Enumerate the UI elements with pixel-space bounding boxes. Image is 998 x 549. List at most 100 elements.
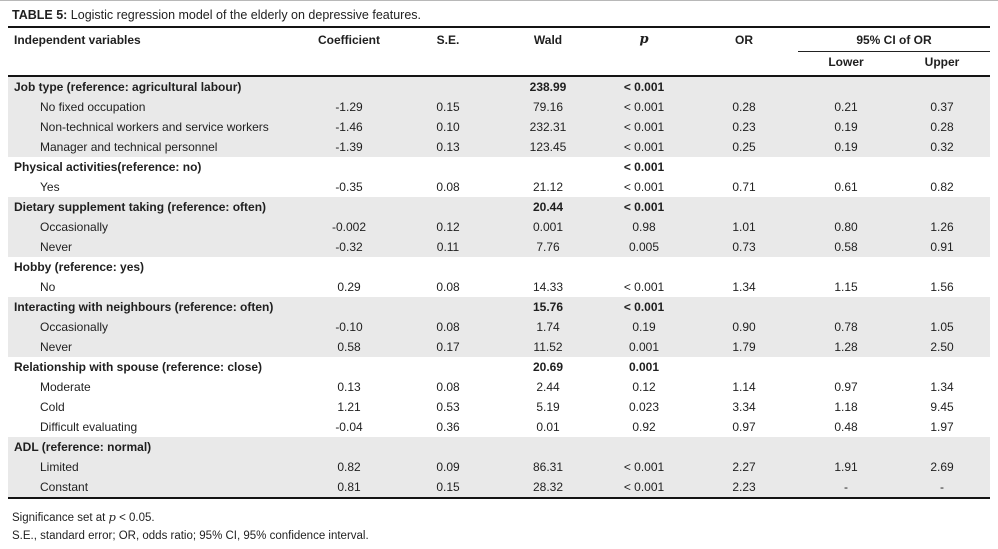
cell-se: 0.11 [436, 240, 460, 254]
cell-wald: 86.31 [532, 460, 564, 474]
cell-or [690, 297, 798, 317]
cell-wald: 11.52 [533, 340, 563, 354]
cell-or: 0.90 [732, 320, 756, 334]
table-row: Relationship with spouse (reference: clo… [8, 357, 990, 377]
cell-p: < 0.001 [623, 200, 665, 214]
cell-p: 0.001 [628, 360, 660, 374]
cell-wald: 238.99 [529, 80, 567, 94]
cell-or: 0.23 [732, 120, 756, 134]
table-row: Physical activities(reference: no) < 0.00… [8, 157, 990, 177]
cell-wald [498, 257, 598, 277]
cell-ci-lower: 0.80 [834, 220, 858, 234]
cell-ci-lower [798, 76, 894, 97]
cell-ci-lower: 1.15 [834, 280, 858, 294]
cell-se: 0.53 [436, 400, 460, 414]
cell-ci-upper [894, 157, 990, 177]
cell-variable: Occasionally [40, 220, 109, 234]
cell-variable: Difficult evaluating [40, 420, 138, 434]
cell-ci-upper: 0.32 [930, 140, 954, 154]
cell-se [398, 297, 498, 317]
cell-ci-upper [894, 257, 990, 277]
cell-or [690, 437, 798, 457]
cell-variable: Occasionally [40, 320, 109, 334]
cell-se [398, 357, 498, 377]
cell-wald: 20.69 [532, 360, 564, 374]
col-header-wald: Wald [533, 33, 563, 47]
col-header-coefficient: Coefficient [317, 33, 380, 47]
table-row: Constant 0.81 0.15 28.32 < 0.001 2.23 - - [8, 477, 991, 498]
cell-se: 0.36 [436, 420, 460, 434]
cell-or: 1.01 [732, 220, 756, 234]
cell-ci-lower: 1.91 [834, 460, 858, 474]
cell-variable: Moderate [40, 380, 91, 394]
cell-ci-upper [894, 297, 990, 317]
cell-ci-lower [798, 257, 894, 277]
cell-coefficient: -0.35 [335, 180, 363, 194]
cell-variable: Non-technical workers and service worker… [40, 120, 269, 134]
cell-p: < 0.001 [623, 460, 665, 474]
cell-p: 0.005 [628, 240, 660, 254]
cell-variable: ADL (reference: normal) [14, 440, 152, 454]
table-row: Never 0.58 0.17 11.52 0.001 1.79 1.28 2.50 [8, 337, 991, 357]
cell-se: 0.17 [436, 340, 460, 354]
col-header-p: p [639, 32, 649, 47]
cell-coefficient: 1.21 [337, 400, 361, 414]
cell-wald [498, 437, 598, 457]
cell-p: 0.98 [632, 220, 656, 234]
table-row: No fixed occupation -1.29 0.15 79.16 < 0.001… [8, 97, 991, 117]
cell-or: 1.34 [732, 280, 756, 294]
cell-se [398, 257, 498, 277]
cell-p: < 0.001 [623, 180, 665, 194]
table-row: Hobby (reference: yes) [8, 257, 990, 277]
footnote-significance: Significance set at p < 0.05. [12, 510, 155, 524]
cell-variable: Job type (reference: agricultural labour… [14, 80, 242, 94]
cell-or: 3.34 [732, 400, 756, 414]
cell-se: 0.08 [436, 280, 460, 294]
cell-p: < 0.001 [623, 120, 665, 134]
cell-p: 0.12 [632, 380, 656, 394]
cell-or: 1.79 [732, 340, 756, 354]
cell-ci-lower: 0.21 [834, 100, 858, 114]
cell-coefficient [300, 297, 398, 317]
cell-wald: 0.01 [536, 420, 560, 434]
cell-coefficient [300, 257, 398, 277]
cell-variable: Interacting with neighbours (reference: … [14, 300, 274, 314]
cell-ci-lower: 1.18 [834, 400, 858, 414]
cell-coefficient [300, 197, 398, 217]
cell-or [690, 257, 798, 277]
cell-variable: Never [40, 340, 73, 354]
cell-ci-lower [798, 157, 894, 177]
cell-ci-lower: - [844, 480, 848, 494]
cell-variable: Constant [40, 480, 89, 494]
cell-or [690, 197, 798, 217]
cell-p: < 0.001 [623, 160, 665, 174]
cell-or [690, 357, 798, 377]
cell-or: 2.23 [732, 480, 756, 494]
cell-ci-upper [894, 197, 990, 217]
cell-coefficient [300, 357, 398, 377]
cell-ci-lower: 0.97 [834, 380, 858, 394]
table-row: Dietary supplement taking (reference: of… [8, 197, 991, 217]
table-footnotes: Significance set at p < 0.05. S.E., stan… [8, 508, 990, 545]
footnote-abbreviations: S.E., standard error; OR, odds ratio; 95… [12, 530, 369, 542]
cell-wald: 79.16 [532, 100, 564, 114]
cell-variable: Relationship with spouse (reference: clo… [14, 360, 263, 374]
cell-wald: 123.45 [529, 140, 567, 154]
cell-wald [498, 157, 598, 177]
cell-coefficient: -0.10 [335, 320, 363, 334]
table-row: Manager and technical personnel -1.39 0.13… [8, 137, 991, 157]
cell-p [598, 437, 690, 457]
cell-wald: 15.76 [532, 300, 564, 314]
cell-coefficient [300, 76, 398, 97]
cell-ci-upper: 1.56 [930, 280, 954, 294]
cell-ci-upper: 0.37 [930, 100, 954, 114]
col-header-ci-upper: Upper [924, 55, 960, 69]
regression-table: Independent variables Coefficient S.E. W… [8, 28, 991, 499]
cell-variable: Dietary supplement taking (reference: of… [14, 200, 267, 214]
cell-coefficient: -1.39 [335, 140, 363, 154]
cell-wald: 20.44 [532, 200, 564, 214]
cell-p: < 0.001 [623, 480, 665, 494]
cell-ci-upper: 1.97 [930, 420, 954, 434]
cell-coefficient: -0.32 [335, 240, 363, 254]
cell-p: 0.19 [632, 320, 656, 334]
